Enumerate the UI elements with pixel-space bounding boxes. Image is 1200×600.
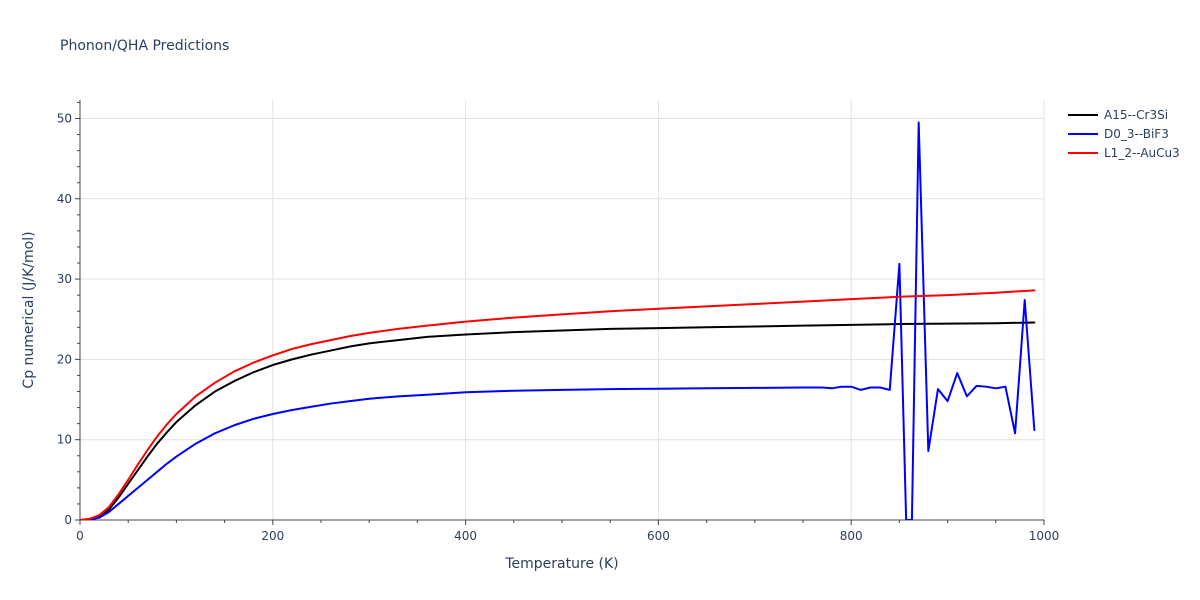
x-tick-label: 400: [454, 529, 477, 543]
y-tick-label: 50: [57, 111, 72, 125]
grid-layer: [80, 100, 1045, 520]
x-tick-label: 200: [261, 529, 284, 543]
x-axis-title: Temperature (K): [504, 556, 618, 572]
x-tick-label: 1000: [1029, 529, 1060, 543]
series-line-d0-3-bif3: [80, 121, 1036, 520]
legend[interactable]: A15--Cr3Si D0_3--BiF3 L1_2--AuCu3: [1068, 108, 1180, 160]
x-tick-label: 600: [647, 529, 670, 543]
legend-label: D0_3--BiF3: [1104, 127, 1169, 141]
axes-layer: 0 200 400 600 800 1000 0 10 20 30 40 50: [57, 100, 1060, 543]
legend-item[interactable]: A15--Cr3Si: [1068, 108, 1168, 122]
y-tick-label: 20: [57, 352, 72, 366]
legend-item[interactable]: L1_2--AuCu3: [1068, 146, 1180, 160]
y-tick-label: 0: [64, 513, 72, 527]
series-line-a15-cr3si: [80, 321, 1036, 520]
series-layer: [80, 121, 1036, 520]
legend-label: A15--Cr3Si: [1104, 108, 1168, 122]
y-tick-label: 40: [57, 192, 72, 206]
chart-title: Phonon/QHA Predictions: [60, 38, 229, 54]
y-tick-label: 10: [57, 433, 72, 447]
x-tick-label: 800: [840, 529, 863, 543]
y-tick-label: 30: [57, 272, 72, 286]
y-axis-title: Cp numerical (J/K/mol): [21, 231, 37, 388]
legend-item[interactable]: D0_3--BiF3: [1068, 127, 1169, 141]
legend-label: L1_2--AuCu3: [1104, 146, 1180, 160]
x-tick-label: 0: [76, 529, 84, 543]
series-line-l1-2-aucu3: [80, 289, 1036, 520]
